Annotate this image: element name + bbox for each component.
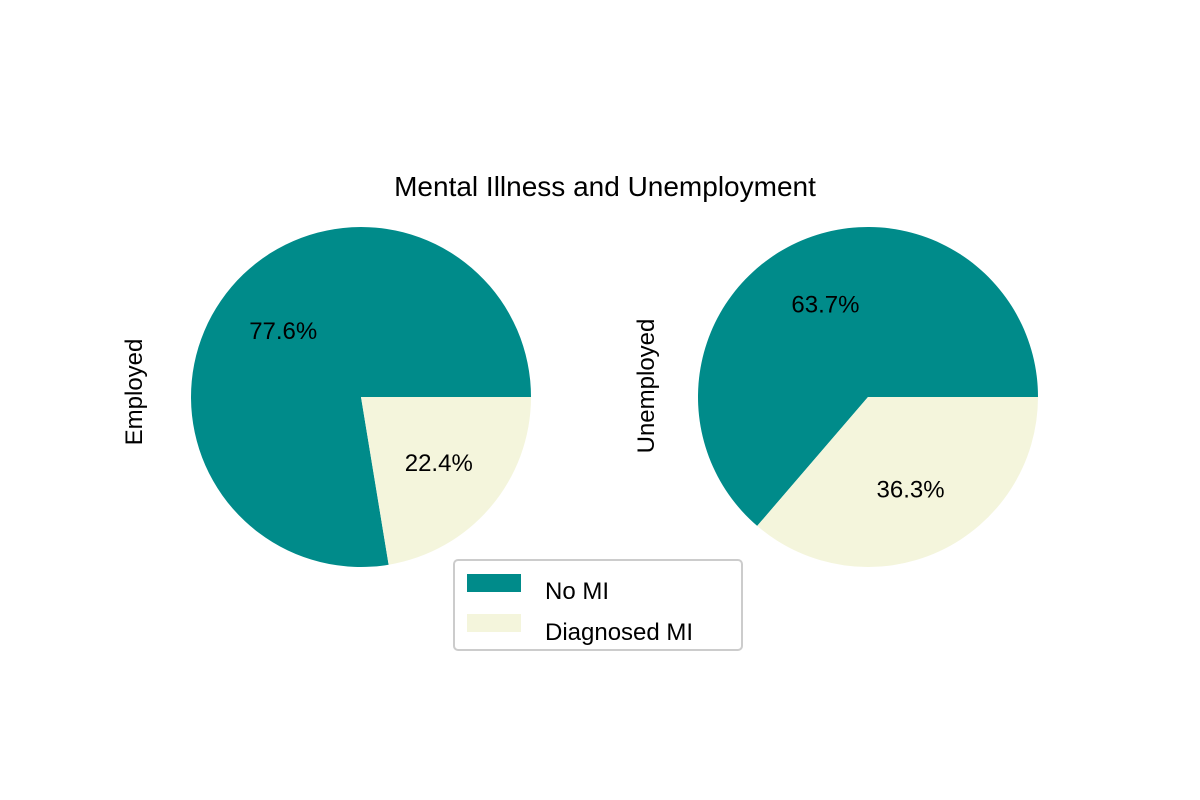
pie-unemployed: 63.7% 36.3% [698, 226, 1038, 567]
pie-employed-label-diagnosed-mi: 22.4% [405, 450, 473, 477]
pie-unemployed-slice-no-mi [698, 226, 1038, 526]
pie-employed-label-no-mi: 77.6% [249, 318, 317, 345]
legend-swatch-diagnosed-mi [467, 614, 521, 632]
pie-unemployed-label-diagnosed-mi: 36.3% [877, 477, 945, 504]
legend-swatch-no-mi [467, 574, 521, 592]
pie-unemployed-label-no-mi: 63.7% [791, 291, 859, 318]
pie-unemployed-slice-diagnosed-mi [757, 397, 1038, 567]
pie-unemployed-ylabel: Unemployed [633, 319, 660, 454]
pie-employed-ylabel: Employed [121, 339, 148, 446]
pie-employed-slice-no-mi [190, 227, 532, 568]
pie-employed-slice-diagnosed-mi [361, 397, 531, 565]
legend-label-no-mi: No MI [545, 578, 609, 605]
chart-title: Mental Illness and Unemployment [394, 171, 816, 202]
legend-frame [453, 559, 743, 651]
pie-employed: 77.6% 22.4% [190, 227, 532, 568]
legend: No MI Diagnosed MI [453, 559, 743, 651]
legend-label-diagnosed-mi: Diagnosed MI [545, 619, 693, 646]
